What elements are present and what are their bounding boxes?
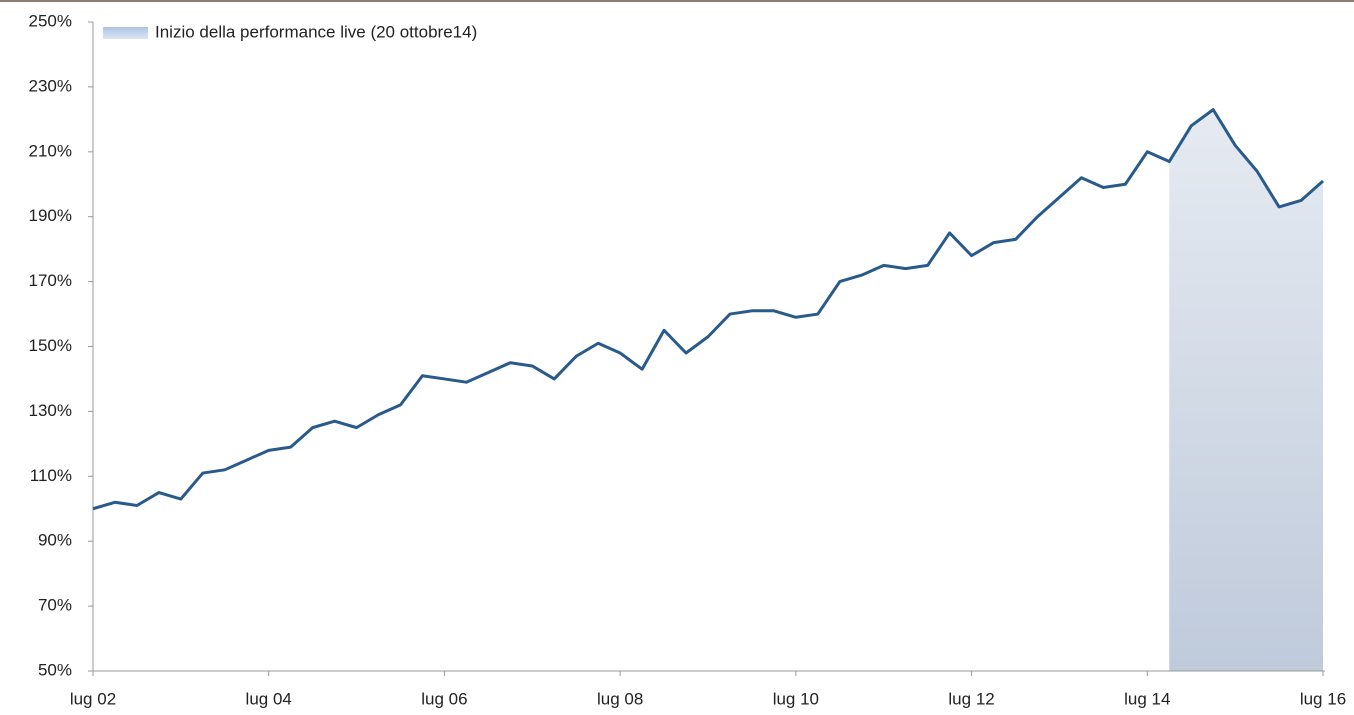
x-tick-label: lug 02 bbox=[70, 689, 116, 708]
y-tick-label: 70% bbox=[38, 596, 72, 615]
x-tick-label: lug 10 bbox=[773, 689, 819, 708]
x-tick-label: lug 12 bbox=[948, 689, 994, 708]
x-tick-label: lug 06 bbox=[421, 689, 467, 708]
legend-label: Inizio della performance live (20 ottobr… bbox=[155, 22, 477, 41]
line-series bbox=[92, 108, 1324, 511]
y-tick-label: 130% bbox=[29, 401, 72, 420]
y-tick-label: 250% bbox=[29, 11, 72, 30]
shaded-area bbox=[1169, 109, 1323, 672]
x-tick-label: lug 04 bbox=[246, 689, 292, 708]
x-tick-label: lug 16 bbox=[1300, 689, 1346, 708]
y-tick-label: 210% bbox=[29, 141, 72, 160]
y-tick-label: 90% bbox=[38, 531, 72, 550]
y-tick-label: 190% bbox=[29, 206, 72, 225]
y-tick-label: 50% bbox=[38, 660, 72, 679]
x-tick-label: lug 08 bbox=[597, 689, 643, 708]
legend-swatch bbox=[103, 27, 148, 39]
y-tick-label: 170% bbox=[29, 271, 72, 290]
y-tick-label: 150% bbox=[29, 336, 72, 355]
y-tick-label: 110% bbox=[30, 466, 72, 485]
y-tick-label: 230% bbox=[29, 76, 72, 95]
x-tick-label: lug 14 bbox=[1124, 689, 1170, 708]
